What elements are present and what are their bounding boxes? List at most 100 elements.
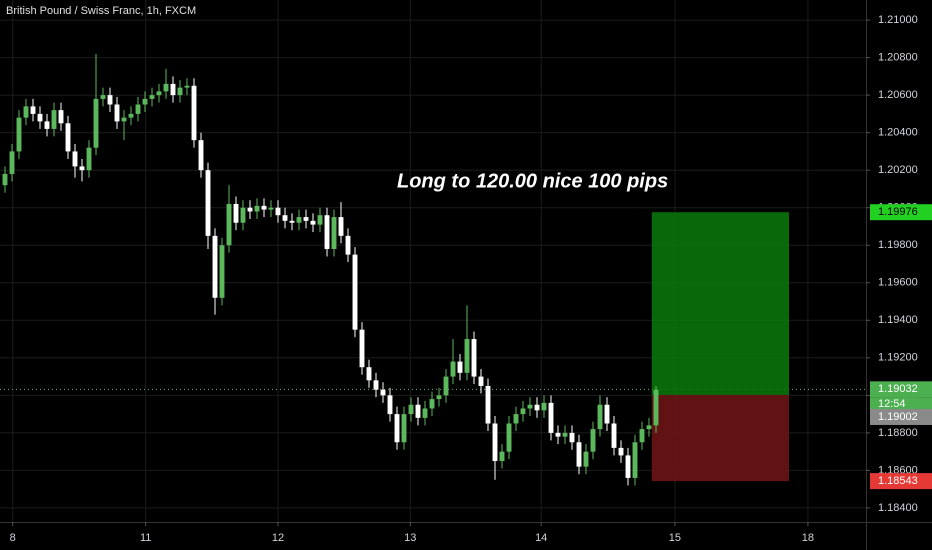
candle-body bbox=[170, 83, 176, 96]
axis-labels: 1.184001.186001.188001.190001.192001.194… bbox=[10, 14, 932, 544]
candle-body bbox=[408, 404, 414, 415]
candle-body bbox=[611, 423, 617, 448]
candle-body bbox=[387, 395, 393, 415]
chart-title: British Pound / Swiss Franc, 1h, FXCM bbox=[6, 5, 196, 17]
target-label-bg bbox=[870, 204, 932, 221]
candle-body bbox=[247, 207, 253, 212]
candle-body bbox=[86, 147, 92, 171]
candle-body bbox=[128, 113, 134, 118]
y-tick-label: 1.20800 bbox=[878, 52, 918, 64]
candle-body bbox=[16, 117, 22, 152]
candle-body bbox=[23, 106, 29, 118]
candle-body bbox=[520, 408, 526, 415]
candle-body bbox=[415, 404, 421, 418]
candle-body bbox=[254, 205, 260, 212]
candle-body bbox=[79, 166, 85, 171]
candle-body bbox=[562, 432, 568, 437]
candle-body bbox=[534, 404, 540, 411]
y-tick-label: 1.20200 bbox=[878, 164, 918, 176]
candle-body bbox=[457, 361, 463, 373]
candle-body bbox=[541, 402, 547, 411]
candle-body bbox=[555, 432, 561, 437]
candle-body bbox=[394, 414, 400, 443]
candle-body bbox=[471, 339, 477, 377]
entry-label: 1.19002 bbox=[878, 411, 918, 423]
candle-body bbox=[149, 95, 155, 99]
candle-body bbox=[65, 123, 71, 152]
last-price-label: 1.19032 bbox=[878, 383, 918, 395]
candle-body bbox=[226, 203, 232, 246]
candle-body bbox=[135, 104, 141, 114]
candle-body bbox=[2, 173, 8, 186]
candle-body bbox=[478, 376, 484, 386]
y-tick-label: 1.18800 bbox=[878, 427, 918, 439]
candle-body bbox=[296, 217, 302, 223]
candle-body bbox=[625, 455, 631, 478]
candle-body bbox=[436, 395, 442, 400]
candle-body bbox=[233, 203, 239, 223]
candle-body bbox=[163, 83, 169, 92]
candle-body bbox=[289, 220, 295, 223]
candle-body bbox=[485, 385, 491, 424]
candle-body bbox=[331, 217, 337, 249]
candle-body bbox=[373, 380, 379, 390]
profit-zone bbox=[651, 212, 789, 395]
stop-label: 1.18543 bbox=[878, 475, 918, 487]
x-tick-label: 11 bbox=[140, 532, 151, 544]
x-tick-label: 14 bbox=[535, 532, 547, 544]
y-tick-label: 1.20400 bbox=[878, 127, 918, 139]
candle-body bbox=[429, 399, 435, 409]
position-tool bbox=[651, 212, 789, 482]
x-tick-label: 12 bbox=[272, 532, 284, 544]
candle-body bbox=[100, 95, 106, 99]
candle-body bbox=[156, 91, 162, 96]
loss-zone bbox=[651, 394, 789, 482]
candle-body bbox=[604, 404, 610, 424]
candle-body bbox=[205, 170, 211, 236]
candle-body bbox=[569, 432, 575, 443]
candle-body bbox=[548, 402, 554, 433]
candle-body bbox=[583, 451, 589, 467]
candles bbox=[2, 53, 659, 486]
candle-body bbox=[597, 404, 603, 430]
candle-body bbox=[275, 207, 281, 216]
candle-body bbox=[422, 408, 428, 418]
candle-body bbox=[51, 110, 57, 129]
candle-body bbox=[212, 235, 218, 298]
candle-body bbox=[184, 85, 190, 88]
candle-body bbox=[44, 121, 50, 129]
candle-body bbox=[338, 217, 344, 236]
x-tick-label: 8 bbox=[10, 532, 16, 544]
candle-body bbox=[177, 87, 183, 96]
candle-body bbox=[9, 151, 15, 174]
candle-body bbox=[506, 423, 512, 452]
candle-body bbox=[142, 98, 148, 105]
candle-body bbox=[646, 425, 652, 430]
candle-body bbox=[191, 85, 197, 141]
y-tick-label: 1.19600 bbox=[878, 277, 918, 289]
candle-body bbox=[576, 442, 582, 467]
candle-body bbox=[93, 98, 99, 148]
x-tick-label: 13 bbox=[404, 532, 416, 544]
candle-body bbox=[352, 254, 358, 330]
candle-body bbox=[632, 442, 638, 478]
x-tick-label: 15 bbox=[669, 532, 681, 544]
candle-body bbox=[366, 367, 372, 381]
y-tick-label: 1.21000 bbox=[878, 14, 918, 26]
candle-body bbox=[513, 414, 519, 424]
candle-body bbox=[72, 151, 78, 167]
candle-body bbox=[310, 220, 316, 225]
candle-body bbox=[527, 404, 533, 409]
candle-body bbox=[261, 205, 267, 210]
candle-body bbox=[219, 245, 225, 298]
candle-body bbox=[303, 217, 309, 221]
last-price-label-bg bbox=[870, 381, 932, 398]
countdown-bg bbox=[870, 397, 932, 412]
candle-body bbox=[107, 95, 113, 105]
candle-body bbox=[30, 106, 36, 114]
annotation: Long to 120.00 nice 100 pips bbox=[397, 170, 668, 192]
y-tick-label: 1.19400 bbox=[878, 314, 918, 326]
candle-body bbox=[324, 215, 330, 249]
candle-body bbox=[464, 339, 470, 373]
